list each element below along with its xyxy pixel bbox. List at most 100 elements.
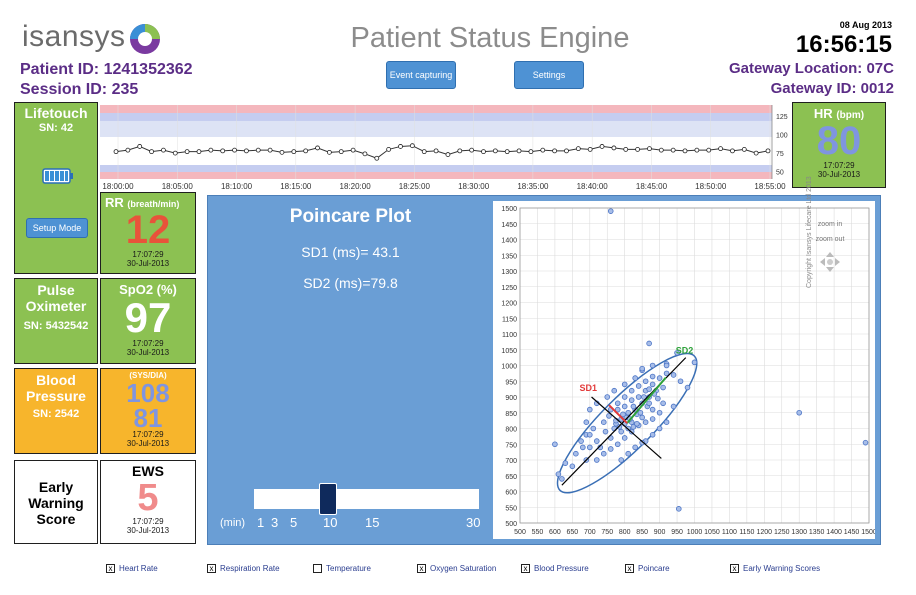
setup-mode-button[interactable]: Setup Mode [26, 218, 88, 238]
poincare-x-tick-label: 750 [601, 529, 613, 536]
series-checkbox-item[interactable]: Temperature [313, 564, 371, 573]
poincare-x-tick-label: 900 [654, 529, 666, 536]
ews-value: 5 [137, 477, 159, 519]
poincare-data-point [583, 419, 590, 426]
poincare-data-point [611, 387, 618, 394]
poincare-data-point [646, 386, 652, 392]
poincare-data-point [660, 384, 666, 391]
checkbox-label: Heart Rate [119, 564, 158, 573]
slider-tick-label: 30 [466, 515, 481, 530]
poincare-y-tick-label: 550 [505, 505, 517, 512]
trend-data-point [647, 146, 652, 152]
trend-x-tick-label: 18:40:00 [577, 182, 609, 191]
settings-button[interactable]: Settings [514, 61, 584, 89]
poincare-data-point [691, 359, 698, 366]
series-checkbox-item[interactable]: x Respiration Rate [207, 564, 280, 573]
checkbox[interactable]: x [106, 564, 115, 573]
trend-y-tick-label: 75 [776, 151, 784, 158]
current-time: 16:56:15 [795, 31, 892, 58]
trend-data-point [623, 147, 629, 152]
series-checkbox-item[interactable]: x Oxygen Saturation [417, 564, 496, 573]
poincare-x-tick-label: 950 [671, 529, 683, 536]
slider-tick-label: 5 [290, 515, 298, 530]
bp-label: (SYS/DIA) [129, 371, 167, 380]
checkbox[interactable]: x [417, 564, 426, 573]
poincare-y-tick-label: 650 [505, 474, 517, 481]
poincare-data-point [621, 403, 628, 410]
poincare-data-point [621, 394, 628, 400]
poincare-x-tick-label: 1400 [826, 529, 842, 536]
trend-data-point [753, 150, 759, 156]
ews-time: 17:07:29 [132, 517, 164, 526]
trend-data-point [161, 147, 166, 153]
trend-data-point [196, 149, 202, 155]
copyright-text: Copyright Isansys Lifecare Ltd 2013 [806, 176, 813, 288]
time-window-slider-track[interactable] [254, 489, 479, 509]
poincare-data-point [635, 383, 642, 389]
trend-data-point [374, 155, 380, 161]
trend-data-point [291, 149, 297, 155]
ews-label-line-2: Warning [28, 495, 84, 511]
trend-data-point [457, 148, 463, 154]
trend-y-tick-label: 50 [776, 170, 784, 177]
poincare-x-tick-label: 1050 [704, 529, 720, 536]
poincare-y-tick-label: 600 [505, 490, 517, 497]
ews-tile: EWS 5 17:07:29 30-Jul-2013 [100, 460, 196, 544]
poincare-data-point [562, 460, 569, 466]
trend-data-point [303, 148, 309, 154]
poincare-data-point [642, 419, 649, 426]
checkbox[interactable]: x [625, 564, 634, 573]
poincare-data-point [604, 394, 611, 400]
trend-data-point [421, 149, 427, 155]
poincare-y-tick-label: 500 [505, 521, 517, 528]
bp-title-2: Pressure [26, 388, 86, 404]
trend-data-point [694, 147, 700, 153]
checkbox[interactable]: x [730, 564, 739, 573]
poincare-data-point [675, 506, 682, 512]
pan-arrows-icon[interactable] [819, 251, 841, 273]
checkbox[interactable]: x [521, 564, 530, 573]
series-checkbox-item[interactable]: x Early Warning Scores [730, 564, 820, 573]
checkbox[interactable]: x [207, 564, 216, 573]
sd1-label: SD1 [580, 383, 598, 393]
time-window-slider-handle[interactable] [319, 483, 337, 515]
poincare-data-point [593, 457, 600, 463]
trend-data-point [540, 147, 546, 153]
bp-diastolic-value: 81 [133, 403, 163, 433]
sd1-readout: SD1 (ms)= 43.1 [301, 244, 400, 260]
poincare-data-point [649, 381, 656, 388]
checkbox[interactable] [313, 564, 322, 573]
trend-data-point [326, 149, 332, 155]
poincare-data-point [639, 365, 645, 372]
poincare-y-tick-label: 1350 [501, 253, 517, 260]
poincare-data-point [656, 425, 663, 432]
poincare-x-tick-label: 1000 [687, 529, 703, 536]
poincare-x-tick-label: 550 [532, 529, 544, 536]
checkbox-label: Temperature [326, 564, 371, 573]
series-checkbox-item[interactable]: x Heart Rate [106, 564, 158, 573]
poincare-data-point [670, 372, 677, 378]
rr-time: 17:07:29 [132, 250, 164, 259]
sd1-segment [608, 404, 628, 424]
poincare-title: Poincare Plot [289, 206, 412, 227]
trend-data-point [267, 147, 273, 153]
poincare-x-tick-label: 1350 [809, 529, 825, 536]
brand-logo-icon [130, 24, 160, 54]
event-capturing-button[interactable]: Event capturing [386, 61, 456, 89]
trend-data-point [232, 147, 237, 153]
zoom-out-button[interactable]: zoom out [815, 236, 845, 243]
poincare-data-point [655, 395, 661, 402]
rr-value: 12 [125, 208, 171, 252]
trend-data-point [504, 149, 510, 155]
poincare-data-point [674, 350, 680, 356]
trend-data-point [492, 148, 498, 154]
zoom-in-button[interactable]: zoom in [817, 221, 843, 228]
poincare-x-tick-label: 850 [636, 529, 648, 536]
poincare-data-point [649, 432, 656, 438]
trend-x-tick-label: 18:00:00 [102, 182, 134, 191]
poincare-data-point [606, 413, 612, 419]
poincare-y-tick-label: 1150 [502, 316, 517, 323]
poincare-data-point [628, 387, 635, 394]
series-checkbox-item[interactable]: x Blood Pressure [521, 564, 589, 573]
series-checkbox-item[interactable]: x Poincare [625, 564, 670, 573]
